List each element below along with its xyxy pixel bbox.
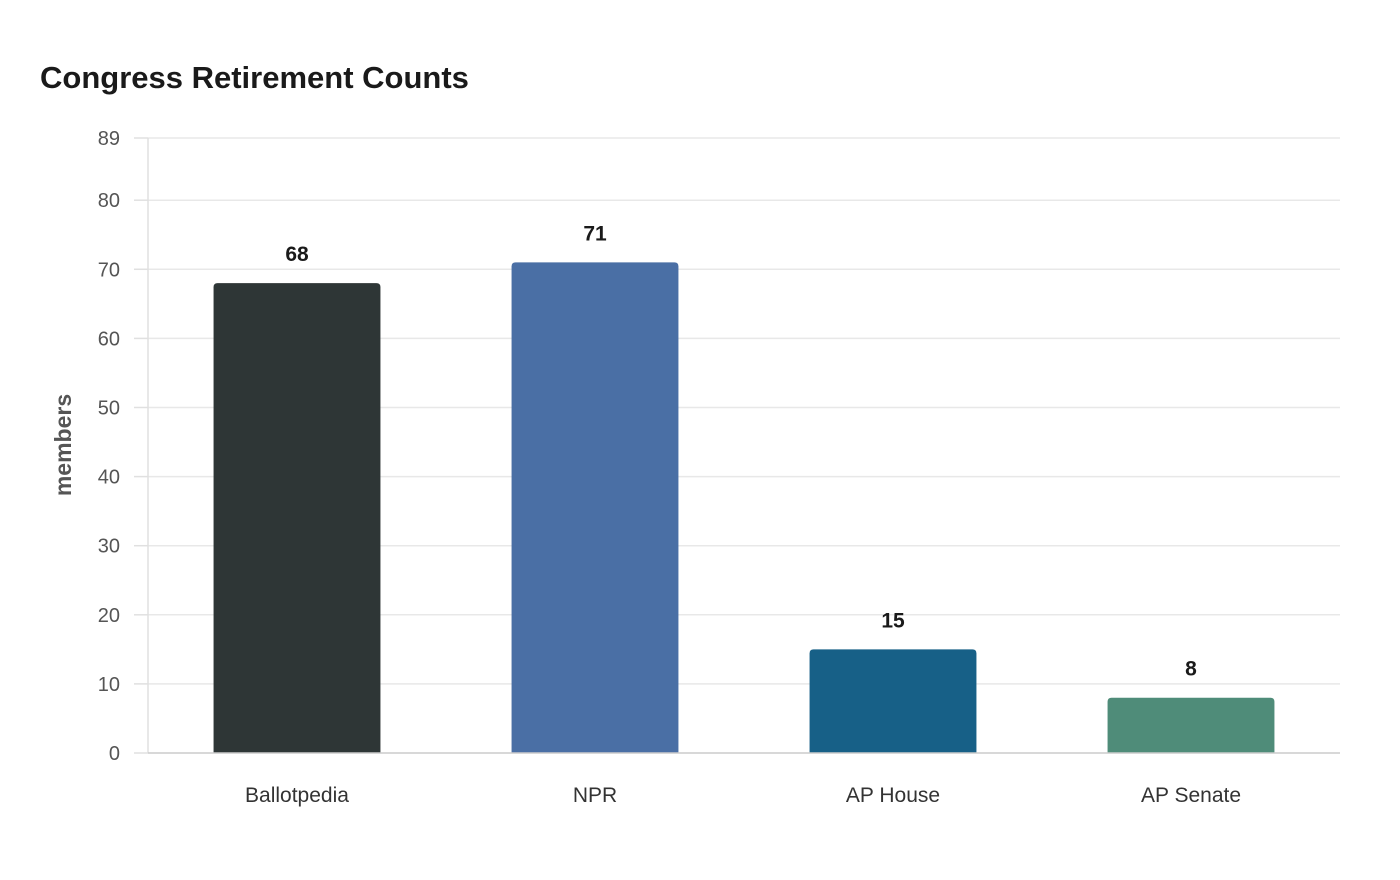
x-tick-label: AP Senate [1141,784,1241,807]
y-tick-label: 40 [98,467,120,489]
bars [213,262,1275,753]
y-tick-label: 80 [98,190,120,212]
x-tick-label: AP House [846,784,940,807]
data-label: 71 [583,222,607,245]
y-tick-label: 50 [98,397,120,419]
chart-title: Congress Retirement Counts [40,60,469,95]
y-tick-label: 89 [98,128,120,150]
labels: 68 Ballotpedia 71 NPR 15 AP House 8 AP Senate [245,222,1241,807]
x-tick-label: Ballotpedia [245,784,349,807]
y-tick-label: 60 [98,328,120,350]
bar-ap-senate [1107,697,1275,753]
bar-npr [511,262,679,753]
axes [147,138,1340,754]
y-tick-label: 10 [98,674,120,696]
y-axis-title: members [50,394,76,496]
bar-ballotpedia [213,283,381,753]
y-tick-label: 0 [109,743,120,765]
data-label: 8 [1185,658,1197,681]
x-tick-label: NPR [573,784,617,807]
y-tick-label: 70 [98,259,120,281]
data-label: 68 [285,243,309,266]
y-tick-label: 30 [98,536,120,558]
y-tick-label: 20 [98,605,120,627]
y-axis-ticks: 0 10 20 30 40 50 60 70 80 89 [98,128,148,765]
bar-ap-house [809,649,977,753]
data-label: 15 [881,609,905,632]
